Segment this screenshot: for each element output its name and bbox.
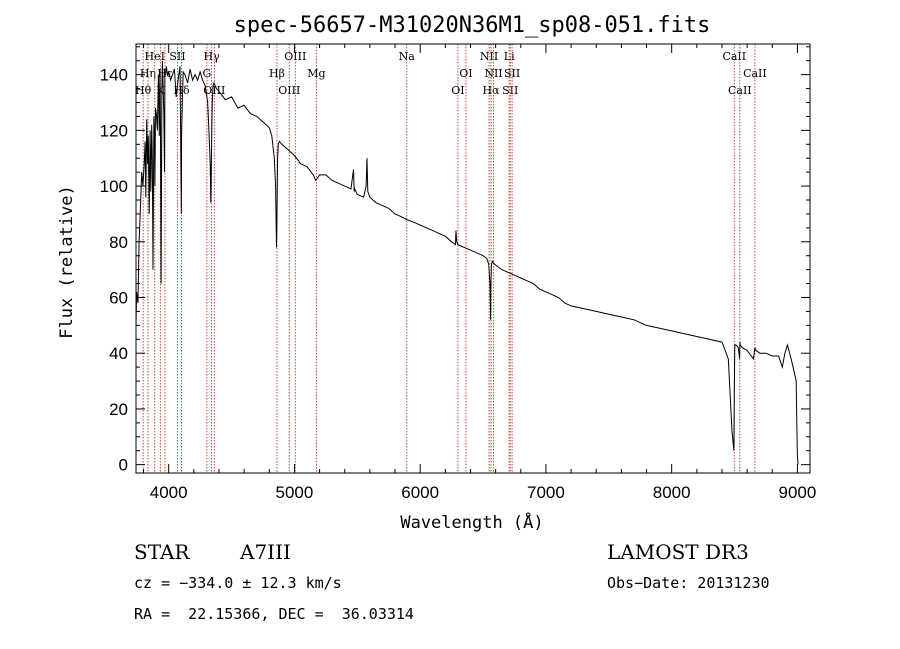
spectral-line-label: Hα [482, 84, 500, 97]
spectral-line-label: SII [504, 67, 520, 80]
plot-frame [135, 43, 811, 474]
y-tick-label: 80 [109, 233, 128, 252]
y-tick-label: 20 [109, 400, 128, 419]
spectral-line-label: Li [504, 50, 515, 63]
spectral-lines: HθHηHeIKHεSIIHδGHγOIIIHβOIIIOIIIMgNaOIOI… [135, 44, 767, 473]
survey-name: LAMOST DR3 [607, 540, 749, 564]
spectral-line-label: OIII [278, 84, 300, 97]
x-axis-label: Wavelength (Å) [400, 511, 543, 533]
spectral-line-label: Hη [140, 67, 156, 80]
y-axis-label: Flux (relative) [57, 185, 77, 339]
x-tick-label: 9000 [779, 483, 817, 502]
axis-ticks: 4000 5000 6000 7000 8000 9000 0 20 40 60 80 100 120 1… [100, 44, 817, 502]
spectral-line-label: OI [451, 84, 464, 97]
y-tick-label: 0 [119, 456, 128, 475]
x-tick-label: 4000 [150, 483, 188, 502]
spectral-line-label: NII [480, 50, 498, 63]
chart-title: spec-56657-M31020N36M1_sp08-051.fits [234, 13, 711, 38]
spectral-line-label: Na [399, 50, 416, 63]
spectral-line-label: Mg [307, 67, 325, 80]
spectral-line-label: HeI [145, 50, 165, 63]
spectral-line-label: OIII [284, 50, 306, 63]
x-tick-label: 8000 [653, 483, 691, 502]
y-tick-label: 120 [100, 121, 128, 140]
x-tick-label: 7000 [527, 483, 565, 502]
spectral-line-label: Hε [157, 67, 173, 80]
spectral-line-label: CaII [722, 50, 746, 63]
spectral-line-label: OIII [203, 84, 225, 97]
object-type: STAR [134, 540, 190, 564]
spectral-class: A7III [240, 540, 291, 564]
spectral-line-label: NII [484, 67, 502, 80]
spectral-line-label: OI [459, 67, 472, 80]
x-tick-label: 5000 [276, 483, 314, 502]
spectral-line-label: SII [169, 50, 185, 63]
spectral-line-label: SII [502, 84, 518, 97]
spectral-line-label: CaII [743, 67, 767, 80]
y-tick-label: 40 [109, 344, 128, 363]
observation-date: Obs−Date: 20131230 [607, 574, 770, 592]
x-tick-label: 6000 [401, 483, 439, 502]
sky-coordinates: RA = 22.15366, DEC = 36.03314 [134, 605, 414, 623]
y-tick-label: 100 [100, 177, 128, 196]
spectral-line-label: Hβ [269, 67, 285, 80]
y-tick-label: 140 [100, 66, 128, 85]
spectral-line-label: K [156, 84, 165, 97]
spectral-line-label: Hθ [135, 84, 152, 97]
redshift-velocity: cz = −334.0 ± 12.3 km/s [134, 574, 342, 592]
y-tick-label: 60 [109, 289, 128, 308]
spectrum-series-line [135, 60, 799, 465]
spectral-line-label: Hγ [203, 50, 220, 63]
spectral-line-label: G [203, 67, 212, 80]
spectral-line-label: CaII [728, 84, 752, 97]
